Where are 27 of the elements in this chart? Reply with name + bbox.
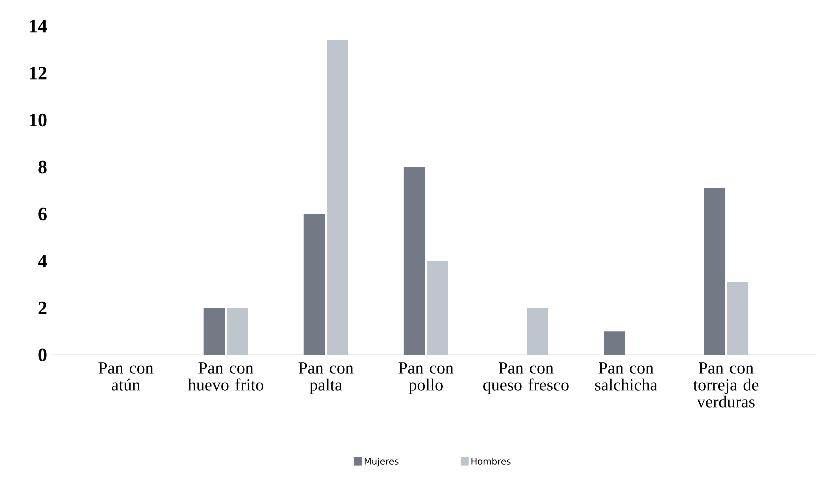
x-tick-label: Pan con salchicha (595, 362, 658, 391)
y-tick-label: 14 (30, 20, 48, 33)
bar (427, 261, 448, 356)
y-tick-label: 8 (38, 160, 47, 174)
legend-label: Mujeres (364, 458, 399, 467)
legend-label: Hombres (472, 458, 511, 465)
bar (604, 332, 626, 356)
bar (704, 188, 726, 356)
y-tick-label: 2 (38, 302, 47, 315)
x-tick-label: Pan con queso fresco (484, 362, 569, 394)
x-tick-label: Pan con torreja de verduras (694, 362, 759, 408)
bar (404, 167, 426, 356)
y-tick-label: 0 (38, 348, 47, 362)
bar (527, 308, 548, 356)
y-tick-label: 10 (30, 114, 47, 127)
x-tick-label: Pan con palta (298, 362, 354, 394)
y-tick-label: 4 (38, 255, 48, 268)
bar (327, 40, 348, 356)
bar (727, 282, 749, 356)
x-tick-label: Pan con atún (98, 362, 154, 391)
y-tick-label: 6 (38, 208, 47, 221)
y-tick-label: 12 (30, 67, 47, 80)
x-tick-label: Pan con huevo frito (188, 362, 264, 391)
bar (304, 214, 326, 356)
x-tick-label: Pan con pollo (398, 362, 454, 394)
bar (227, 308, 248, 356)
bar (204, 308, 226, 356)
